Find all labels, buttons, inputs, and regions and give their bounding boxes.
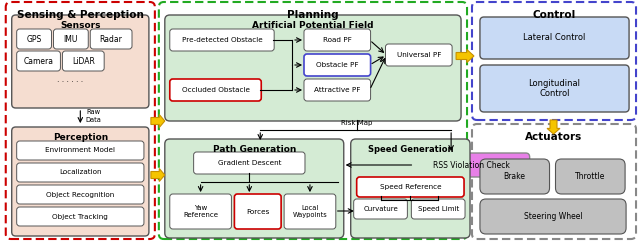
- Text: Risk Map: Risk Map: [341, 120, 372, 126]
- Text: Pre-detected Obstacle: Pre-detected Obstacle: [182, 37, 262, 43]
- Text: Path Generation: Path Generation: [212, 145, 296, 154]
- FancyBboxPatch shape: [17, 29, 51, 49]
- FancyBboxPatch shape: [480, 199, 626, 234]
- Text: Steering Wheel: Steering Wheel: [524, 212, 582, 221]
- FancyBboxPatch shape: [12, 15, 149, 108]
- Text: Throttle: Throttle: [575, 172, 605, 181]
- FancyBboxPatch shape: [556, 159, 625, 194]
- Text: Lateral Control: Lateral Control: [524, 33, 586, 42]
- FancyBboxPatch shape: [413, 153, 530, 177]
- FancyBboxPatch shape: [412, 199, 465, 219]
- FancyBboxPatch shape: [304, 54, 371, 76]
- Text: Radar: Radar: [100, 34, 123, 43]
- FancyBboxPatch shape: [165, 15, 461, 121]
- FancyBboxPatch shape: [284, 194, 336, 229]
- Text: GPS: GPS: [26, 34, 42, 43]
- Text: RSS Violation Check: RSS Violation Check: [433, 161, 510, 169]
- FancyBboxPatch shape: [194, 152, 305, 174]
- Polygon shape: [151, 114, 165, 127]
- FancyBboxPatch shape: [480, 17, 629, 59]
- Text: Camera: Camera: [24, 56, 54, 66]
- FancyBboxPatch shape: [17, 207, 144, 226]
- Text: Speed Generation: Speed Generation: [367, 145, 453, 154]
- FancyBboxPatch shape: [165, 139, 344, 238]
- FancyBboxPatch shape: [356, 177, 464, 197]
- Text: Object Recognition: Object Recognition: [46, 192, 115, 198]
- FancyBboxPatch shape: [17, 51, 60, 71]
- Text: Brake: Brake: [504, 172, 525, 181]
- Text: Sensing & Perception: Sensing & Perception: [17, 10, 144, 20]
- Text: Universal PF: Universal PF: [397, 52, 441, 58]
- FancyBboxPatch shape: [170, 29, 274, 51]
- FancyBboxPatch shape: [480, 159, 550, 194]
- FancyBboxPatch shape: [54, 29, 88, 49]
- FancyBboxPatch shape: [385, 44, 452, 66]
- Polygon shape: [151, 168, 165, 181]
- Text: Object Tracking: Object Tracking: [52, 214, 108, 220]
- Text: LiDAR: LiDAR: [72, 56, 95, 66]
- FancyBboxPatch shape: [304, 29, 371, 51]
- Text: Road PF: Road PF: [323, 37, 351, 43]
- Text: IMU: IMU: [63, 34, 78, 43]
- Text: Obstacle PF: Obstacle PF: [316, 62, 358, 68]
- Text: Yaw
Reference: Yaw Reference: [183, 205, 218, 218]
- FancyBboxPatch shape: [304, 79, 371, 101]
- FancyBboxPatch shape: [17, 141, 144, 160]
- Text: Actuators: Actuators: [525, 132, 582, 142]
- Text: Planning: Planning: [287, 10, 339, 20]
- FancyBboxPatch shape: [170, 194, 232, 229]
- Text: Speed Limit: Speed Limit: [417, 206, 459, 212]
- Text: Forces: Forces: [246, 208, 269, 214]
- Text: Gradient Descent: Gradient Descent: [218, 160, 281, 166]
- Polygon shape: [547, 120, 560, 134]
- FancyBboxPatch shape: [90, 29, 132, 49]
- Text: Artificial Potential Field: Artificial Potential Field: [252, 20, 374, 29]
- Text: Perception: Perception: [52, 133, 108, 141]
- Text: Localization: Localization: [59, 169, 102, 175]
- FancyBboxPatch shape: [170, 79, 261, 101]
- Text: Sensors: Sensors: [60, 20, 100, 29]
- FancyBboxPatch shape: [354, 199, 408, 219]
- FancyBboxPatch shape: [234, 194, 281, 229]
- Text: Local
Waypoints: Local Waypoints: [292, 205, 327, 218]
- FancyBboxPatch shape: [17, 163, 144, 182]
- Text: Control: Control: [532, 10, 575, 20]
- Polygon shape: [456, 49, 474, 62]
- FancyBboxPatch shape: [351, 139, 470, 238]
- Text: Speed Reference: Speed Reference: [380, 184, 441, 190]
- FancyBboxPatch shape: [12, 127, 149, 236]
- Text: Longitudinal
Control: Longitudinal Control: [529, 79, 580, 98]
- Text: Environment Model: Environment Model: [45, 147, 115, 154]
- Text: Raw
Data: Raw Data: [85, 109, 101, 122]
- FancyBboxPatch shape: [480, 65, 629, 112]
- Text: Attractive PF: Attractive PF: [314, 87, 360, 93]
- Text: Occluded Obstacle: Occluded Obstacle: [182, 87, 250, 93]
- FancyBboxPatch shape: [63, 51, 104, 71]
- Text: Curvature: Curvature: [363, 206, 398, 212]
- FancyBboxPatch shape: [17, 185, 144, 204]
- Text: . . . . . .: . . . . . .: [58, 75, 83, 85]
